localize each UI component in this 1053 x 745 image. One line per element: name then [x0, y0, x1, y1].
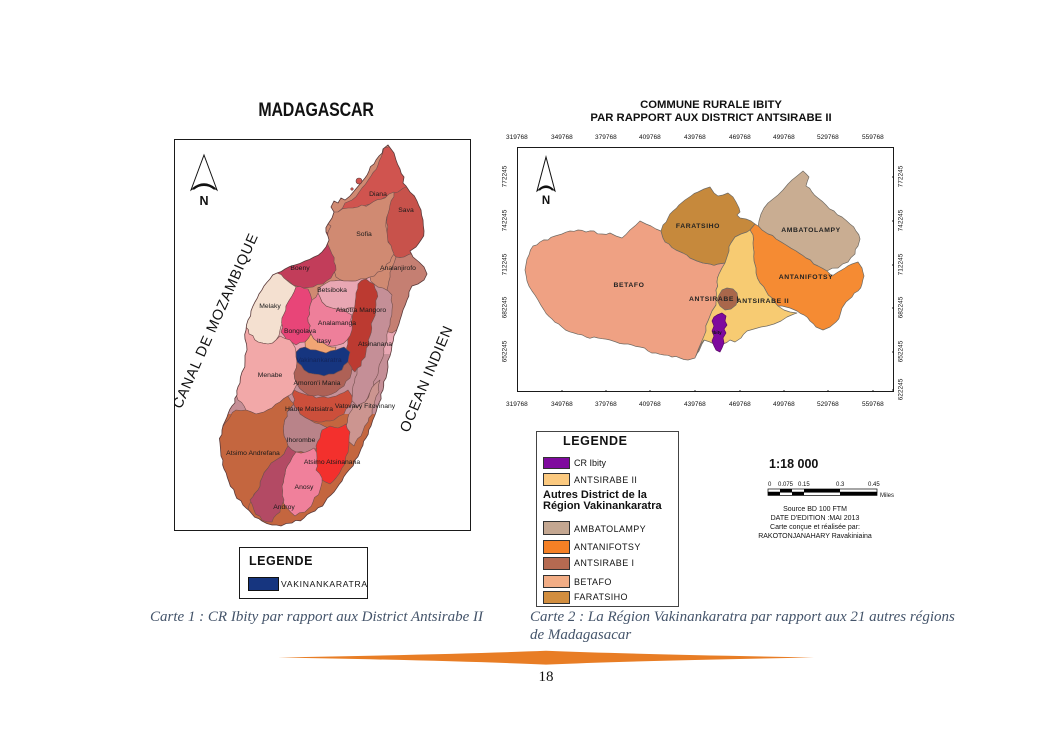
svg-text:Betsiboka: Betsiboka [317, 287, 347, 294]
svg-text:0: 0 [768, 482, 772, 488]
svg-text:0.3: 0.3 [836, 482, 845, 488]
svg-text:Atsimo Atsinanana: Atsimo Atsinanana [304, 459, 361, 466]
svg-text:Vakinankaratra: Vakinankaratra [296, 357, 341, 364]
svg-text:Melaky: Melaky [259, 303, 281, 310]
svg-text:0.45: 0.45 [868, 482, 880, 488]
svg-text:Vatovavy Fitovinany: Vatovavy Fitovinany [335, 403, 396, 410]
svg-text:Itasy: Itasy [317, 338, 332, 345]
svg-text:ANTSIRABE I: ANTSIRABE I [689, 296, 739, 303]
svg-text:Androy: Androy [273, 504, 295, 511]
svg-text:Atsinanana: Atsinanana [358, 341, 392, 348]
svg-text:Bongolava: Bongolava [284, 328, 316, 335]
svg-text:FARATSIHO: FARATSIHO [676, 223, 720, 230]
svg-text:Haute Matsiatra: Haute Matsiatra [285, 406, 333, 413]
svg-text:0.075: 0.075 [778, 482, 794, 488]
svg-text:Atsimo Andrefana: Atsimo Andrefana [226, 450, 280, 457]
svg-text:BETAFO: BETAFO [613, 282, 644, 289]
svg-text:Alaotra Mangoro: Alaotra Mangoro [336, 307, 386, 314]
svg-text:OCEAN INDIEN: OCEAN INDIEN [397, 323, 456, 435]
svg-text:Miles: Miles [880, 493, 894, 499]
svg-text:Boeny: Boeny [290, 265, 310, 272]
svg-text:ANTSIRABE II: ANTSIRABE II [737, 298, 790, 305]
svg-text:N: N [542, 195, 550, 207]
svg-text:Menabe: Menabe [258, 372, 283, 379]
svg-text:Ihorombe: Ihorombe [287, 437, 316, 444]
svg-text:Diana: Diana [369, 191, 387, 198]
svg-text:Analanjirofo: Analanjirofo [380, 265, 416, 272]
svg-text:Ibity: Ibity [712, 330, 722, 335]
svg-text:Sava: Sava [398, 207, 414, 214]
svg-text:0.15: 0.15 [798, 482, 810, 488]
svg-text:ANTANIFOTSY: ANTANIFOTSY [779, 274, 833, 281]
svg-text:Analamanga: Analamanga [318, 320, 356, 327]
svg-text:AMBATOLAMPY: AMBATOLAMPY [781, 227, 841, 234]
svg-text:Anosy: Anosy [295, 484, 314, 491]
svg-text:N: N [199, 194, 208, 208]
svg-text:Amoron'i Mania: Amoron'i Mania [293, 380, 340, 387]
svg-text:Sofia: Sofia [356, 231, 372, 238]
